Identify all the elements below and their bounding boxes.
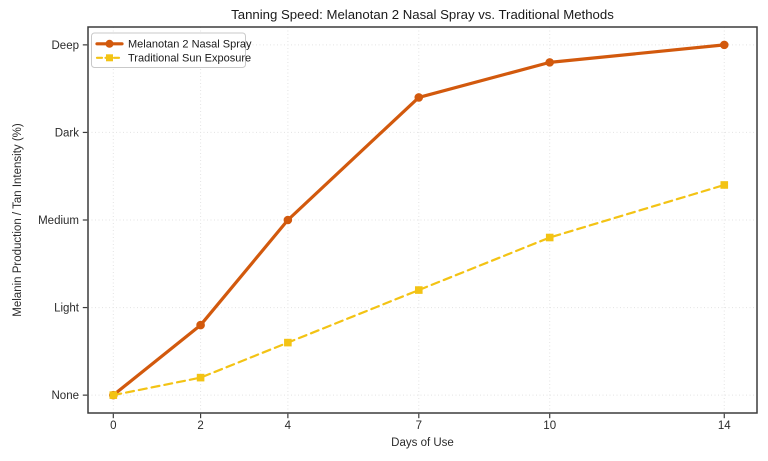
x-tick-label: 0 bbox=[110, 420, 116, 432]
data-point bbox=[414, 93, 424, 102]
series-line-0 bbox=[111, 43, 726, 397]
legend-box bbox=[91, 32, 246, 68]
x-tick-label: 14 bbox=[718, 420, 731, 432]
legend-entry-0: Melanotan 2 Nasal Spray bbox=[95, 39, 252, 51]
plot-frame bbox=[87, 26, 758, 414]
legend-marker bbox=[106, 54, 113, 62]
legend: Melanotan 2 Nasal Spray Traditional Sun E… bbox=[91, 32, 252, 68]
data-point bbox=[196, 373, 205, 382]
x-tick-label: 2 bbox=[197, 420, 203, 432]
tick-labels: 0 2 4 7 10 14 None Light Medium Dark Deep bbox=[38, 40, 731, 432]
series-0 bbox=[109, 40, 729, 400]
legend-label: Melanotan 2 Nasal Spray bbox=[128, 39, 252, 51]
data-point bbox=[545, 233, 554, 242]
y-tick-label: Deep bbox=[52, 40, 80, 52]
y-tick-label: Light bbox=[54, 303, 80, 315]
series-line-1 bbox=[112, 183, 726, 397]
data-point bbox=[719, 40, 729, 50]
y-axis-label: Melanin Production / Tan Intensity (%) bbox=[12, 123, 24, 317]
series-1 bbox=[109, 181, 729, 399]
y-tick-label: Dark bbox=[55, 127, 80, 139]
legend-label: Traditional Sun Exposure bbox=[128, 53, 251, 65]
tick-marks bbox=[82, 44, 725, 419]
x-axis-label: Days of Use bbox=[391, 437, 454, 449]
y-tick-label: Medium bbox=[38, 215, 79, 227]
data-point bbox=[284, 338, 292, 347]
x-tick-label: 10 bbox=[543, 420, 556, 432]
data-point bbox=[414, 286, 423, 294]
data-point bbox=[196, 320, 205, 330]
chart-title: Tanning Speed: Melanotan 2 Nasal Spray v… bbox=[231, 7, 614, 22]
data-point bbox=[720, 181, 729, 189]
data-point bbox=[109, 391, 118, 399]
x-tick-label: 4 bbox=[285, 420, 292, 432]
legend-marker bbox=[105, 39, 114, 48]
legend-entry-1: Traditional Sun Exposure bbox=[95, 53, 251, 65]
data-point bbox=[545, 58, 555, 67]
y-tick-label: None bbox=[52, 390, 80, 402]
data-point bbox=[283, 215, 293, 225]
x-tick-label: 7 bbox=[416, 420, 422, 432]
